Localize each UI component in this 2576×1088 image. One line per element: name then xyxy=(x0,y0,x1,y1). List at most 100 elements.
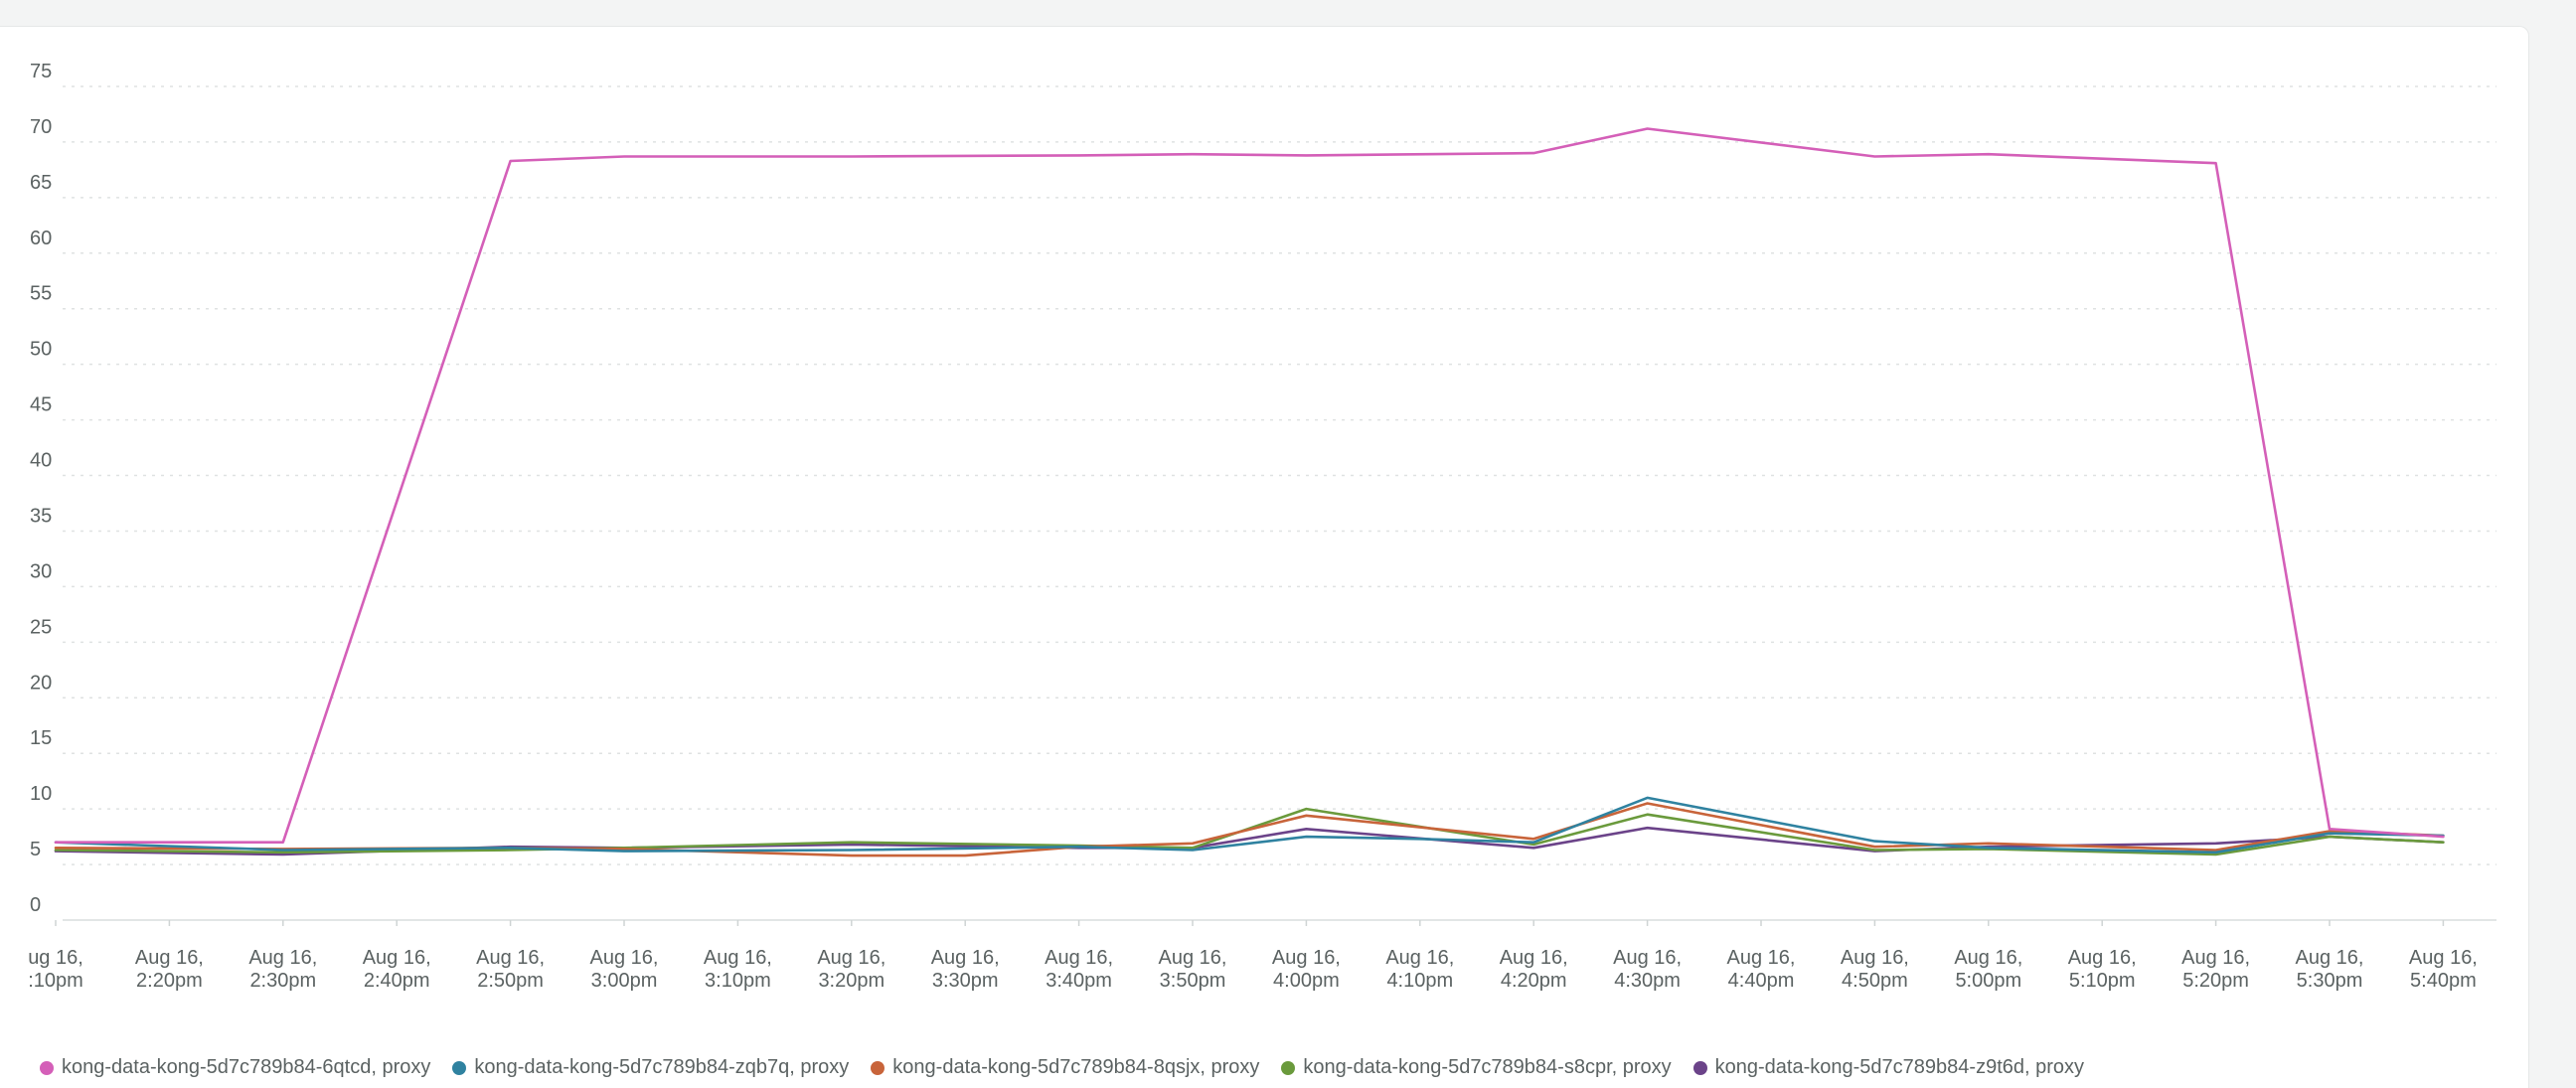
x-tick-label-line1: Aug 16, xyxy=(1385,947,1454,969)
x-tick-label: Aug 16, 4:10pm xyxy=(1385,947,1454,992)
x-tick-label-line2: 4:40pm xyxy=(1728,970,1795,992)
x-tick-label-line2: 5:40pm xyxy=(2410,970,2477,992)
x-tick-label: Aug 16, 3:50pm xyxy=(1159,947,1227,992)
x-tick-label-line1: ug 16, xyxy=(28,947,83,969)
y-tick-label: 45 xyxy=(30,394,52,416)
x-tick-label-line2: 3:50pm xyxy=(1160,970,1226,992)
x-tick-label-line2: 4:00pm xyxy=(1273,970,1340,992)
legend-color-dot xyxy=(40,1060,54,1075)
x-tick-label-line2: 3:10pm xyxy=(705,970,771,992)
legend-label: kong-data-kong-5d7c789b84-zqb7q, proxy xyxy=(474,1056,850,1078)
legend-color-dot xyxy=(1692,1060,1707,1075)
y-tick-label: 25 xyxy=(30,616,52,638)
chart-legend: kong-data-kong-5d7c789b84-6qtcd, proxy ko… xyxy=(40,1056,2084,1079)
legend-item[interactable]: kong-data-kong-5d7c789b84-zqb7q, proxy xyxy=(452,1056,849,1079)
legend-item[interactable]: kong-data-kong-5d7c789b84-z9t6d, proxy xyxy=(1692,1056,2085,1079)
y-tick-label: 60 xyxy=(30,228,52,249)
legend-label: kong-data-kong-5d7c789b84-8qsjx, proxy xyxy=(892,1056,1260,1078)
y-tick-label: 50 xyxy=(30,339,52,361)
x-tick-label-line2: 2:30pm xyxy=(249,970,316,992)
x-tick-label: Aug 16, 5:30pm xyxy=(2296,947,2364,992)
legend-item[interactable]: kong-data-kong-5d7c789b84-s8cpr, proxy xyxy=(1281,1056,1672,1079)
x-tick-label-line1: Aug 16, xyxy=(1954,947,2022,969)
y-tick-label: 5 xyxy=(30,839,41,860)
legend-label: kong-data-kong-5d7c789b84-s8cpr, proxy xyxy=(1303,1056,1672,1078)
x-tick-label: Aug 16, 3:40pm xyxy=(1045,947,1113,992)
x-tick-label-line1: Aug 16, xyxy=(817,947,886,969)
x-tick-label-line1: Aug 16, xyxy=(2296,947,2364,969)
legend-item[interactable]: kong-data-kong-5d7c789b84-6qtcd, proxy xyxy=(40,1056,430,1079)
x-tick-label-line1: Aug 16, xyxy=(1045,947,1113,969)
y-tick-label: 75 xyxy=(30,61,52,82)
x-tick-label-line1: Aug 16, xyxy=(2181,947,2250,969)
legend-label: kong-data-kong-5d7c789b84-6qtcd, proxy xyxy=(62,1056,431,1078)
x-tick-label: Aug 16, 3:20pm xyxy=(817,947,886,992)
x-tick-label-line2: 3:30pm xyxy=(932,970,999,992)
x-tick-label: ug 16,:10pm xyxy=(28,947,83,992)
x-tick-label: Aug 16, 2:50pm xyxy=(476,947,545,992)
y-tick-label: 55 xyxy=(30,283,52,305)
x-tick-label-line1: Aug 16, xyxy=(590,947,659,969)
x-tick-label: Aug 16, 4:20pm xyxy=(1500,947,1568,992)
x-tick-label-line2: 4:50pm xyxy=(1842,970,1908,992)
legend-item[interactable]: kong-data-kong-5d7c789b84-8qsjx, proxy xyxy=(871,1056,1259,1079)
x-tick-label-line1: Aug 16, xyxy=(476,947,545,969)
x-tick-label: Aug 16, 3:30pm xyxy=(931,947,1000,992)
y-tick-label: 0 xyxy=(30,894,41,916)
y-tick-label: 70 xyxy=(30,116,52,138)
x-tick-label: Aug 16, 4:00pm xyxy=(1272,947,1341,992)
x-tick-label-line2: 2:50pm xyxy=(477,970,544,992)
line-chart: 0 5 10 15 20 25 30 35 40 45 50 55 60 65 70 75 ug 16,:10p… xyxy=(28,61,2496,992)
x-tick-label-line1: Aug 16, xyxy=(704,947,772,969)
legend-color-dot xyxy=(1281,1060,1296,1075)
x-tick-label-line1: Aug 16, xyxy=(1841,947,1909,969)
x-tick-label-line1: Aug 16, xyxy=(2068,947,2137,969)
x-tick-label-line1: Aug 16, xyxy=(1272,947,1341,969)
series-line xyxy=(54,127,2445,844)
x-tick-label-line1: Aug 16, xyxy=(248,947,317,969)
series-line xyxy=(54,796,2445,855)
x-tick-label-line2: 4:30pm xyxy=(1614,970,1681,992)
x-tick-label: Aug 16, 5:40pm xyxy=(2409,947,2478,992)
x-tick-label-line1: Aug 16, xyxy=(1613,947,1682,969)
x-tick-label-line1: Aug 16, xyxy=(1500,947,1568,969)
x-tick-label: Aug 16, 2:30pm xyxy=(248,947,317,992)
x-tick-label-line2: 5:30pm xyxy=(2297,970,2363,992)
x-tick-label-line1: Aug 16, xyxy=(1727,947,1796,969)
legend-label: kong-data-kong-5d7c789b84-z9t6d, proxy xyxy=(1714,1056,2085,1078)
x-tick-label-line2: 3:40pm xyxy=(1046,970,1112,992)
x-tick-label-line1: Aug 16, xyxy=(2409,947,2478,969)
x-tick-label: Aug 16, 4:50pm xyxy=(1841,947,1909,992)
y-tick-label: 65 xyxy=(30,172,52,194)
x-tick-label-line1: Aug 16, xyxy=(931,947,1000,969)
x-tick-label: Aug 16, 5:20pm xyxy=(2181,947,2250,992)
x-tick-label: Aug 16, 3:10pm xyxy=(704,947,772,992)
x-tick-label-line2: :10pm xyxy=(28,970,83,992)
x-tick-label-line2: 4:10pm xyxy=(1386,970,1453,992)
x-tick-label-line2: 5:20pm xyxy=(2182,970,2249,992)
x-tick-label-line1: Aug 16, xyxy=(1159,947,1227,969)
y-tick-label: 10 xyxy=(30,783,52,805)
y-tick-label: 20 xyxy=(30,672,52,694)
x-tick-label-line1: Aug 16, xyxy=(135,947,204,969)
y-tick-label: 15 xyxy=(30,727,52,749)
x-tick-label: Aug 16, 3:00pm xyxy=(590,947,659,992)
x-tick-label: Aug 16, 4:30pm xyxy=(1613,947,1682,992)
x-tick-label: Aug 16, 2:40pm xyxy=(363,947,431,992)
x-tick-label: Aug 16, 5:00pm xyxy=(1954,947,2022,992)
y-tick-label: 35 xyxy=(30,505,52,527)
legend-color-dot xyxy=(871,1060,886,1075)
x-tick-label-line2: 3:00pm xyxy=(591,970,658,992)
x-tick-label-line2: 2:40pm xyxy=(364,970,430,992)
x-tick-label-line2: 5:10pm xyxy=(2069,970,2136,992)
x-tick-label: Aug 16, 5:10pm xyxy=(2068,947,2137,992)
legend-color-dot xyxy=(452,1060,467,1075)
x-tick-label-line2: 2:20pm xyxy=(136,970,203,992)
x-tick-label: Aug 16, 4:40pm xyxy=(1727,947,1796,992)
x-tick-label-line2: 4:20pm xyxy=(1501,970,1567,992)
chart-card: 0 5 10 15 20 25 30 35 40 45 50 55 60 65 70 75 ug 16,:10p… xyxy=(0,26,2529,1088)
x-tick-label-line2: 3:20pm xyxy=(818,970,885,992)
x-tick-label-line1: Aug 16, xyxy=(363,947,431,969)
x-tick-label: Aug 16, 2:20pm xyxy=(135,947,204,992)
y-tick-label: 30 xyxy=(30,560,52,582)
